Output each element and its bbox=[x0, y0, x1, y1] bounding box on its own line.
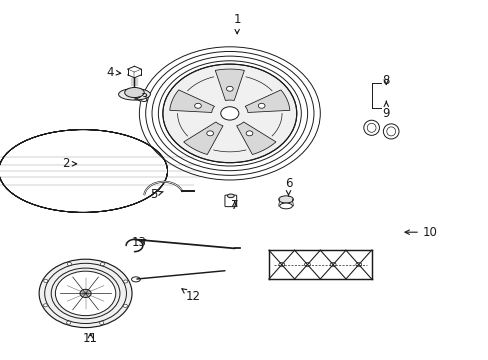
Text: 4: 4 bbox=[106, 66, 121, 78]
FancyBboxPatch shape bbox=[224, 195, 236, 207]
Circle shape bbox=[355, 262, 361, 267]
Circle shape bbox=[123, 280, 127, 283]
Circle shape bbox=[100, 262, 104, 266]
Circle shape bbox=[245, 131, 252, 136]
Ellipse shape bbox=[383, 124, 398, 139]
Ellipse shape bbox=[131, 277, 140, 282]
Circle shape bbox=[123, 304, 127, 307]
Circle shape bbox=[66, 321, 71, 324]
Text: 1: 1 bbox=[233, 13, 241, 34]
Text: 11: 11 bbox=[83, 332, 98, 345]
Circle shape bbox=[80, 289, 91, 297]
Text: 5: 5 bbox=[150, 188, 163, 201]
Circle shape bbox=[206, 131, 213, 136]
Text: 7: 7 bbox=[230, 199, 238, 212]
Ellipse shape bbox=[227, 194, 234, 198]
Circle shape bbox=[226, 86, 233, 91]
Circle shape bbox=[39, 259, 132, 328]
Polygon shape bbox=[169, 90, 214, 112]
Polygon shape bbox=[215, 69, 244, 100]
Polygon shape bbox=[183, 122, 223, 154]
Text: 10: 10 bbox=[404, 226, 437, 239]
Circle shape bbox=[55, 271, 116, 316]
Circle shape bbox=[163, 64, 296, 163]
Circle shape bbox=[194, 103, 201, 108]
Ellipse shape bbox=[118, 89, 150, 100]
Circle shape bbox=[278, 262, 284, 267]
Ellipse shape bbox=[279, 203, 292, 209]
Circle shape bbox=[304, 262, 310, 267]
Text: 3: 3 bbox=[135, 93, 148, 105]
Circle shape bbox=[67, 262, 71, 265]
Circle shape bbox=[258, 103, 264, 108]
Ellipse shape bbox=[363, 120, 379, 135]
Text: 2: 2 bbox=[62, 157, 77, 170]
Ellipse shape bbox=[124, 87, 144, 98]
Polygon shape bbox=[244, 90, 289, 112]
Circle shape bbox=[329, 262, 335, 267]
Polygon shape bbox=[236, 122, 275, 154]
Circle shape bbox=[220, 107, 238, 120]
Text: 12: 12 bbox=[182, 289, 200, 303]
Text: 9: 9 bbox=[382, 101, 389, 120]
Ellipse shape bbox=[278, 196, 293, 203]
Circle shape bbox=[43, 304, 47, 307]
Circle shape bbox=[43, 279, 48, 283]
Text: 8: 8 bbox=[382, 75, 389, 87]
Text: 13: 13 bbox=[132, 237, 146, 249]
Circle shape bbox=[100, 321, 103, 324]
Text: 6: 6 bbox=[284, 177, 292, 196]
